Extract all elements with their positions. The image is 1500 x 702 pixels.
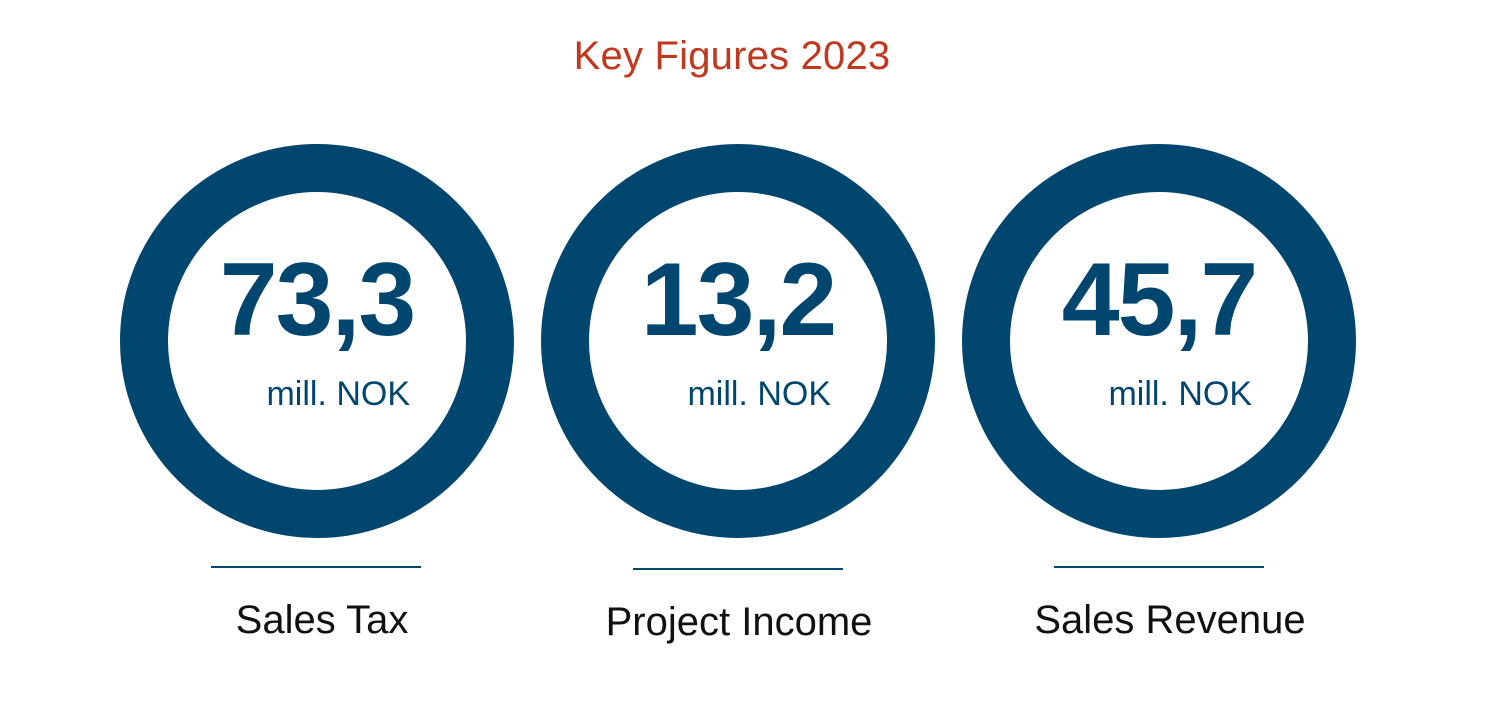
kpi-sales-tax: 73,3 mill. NOK: [120, 144, 514, 538]
divider-line: [211, 566, 421, 568]
divider-line: [1054, 566, 1264, 568]
kpi-label: Project Income: [605, 600, 873, 644]
kpi-unit: mill. NOK: [1108, 375, 1252, 413]
kpi-value: 45,7: [1061, 242, 1258, 358]
kpi-sales-revenue: 45,7 mill. NOK: [962, 144, 1356, 538]
page-title: Key Figures 2023: [573, 34, 891, 78]
kpi-value: 73,3: [219, 242, 416, 358]
divider-line: [633, 568, 843, 570]
kpi-label: Sales Tax: [235, 598, 409, 642]
kpi-label: Sales Revenue: [1034, 598, 1306, 642]
kpi-value: 13,2: [640, 242, 837, 358]
kpi-project-income: 13,2 mill. NOK: [541, 144, 935, 538]
kpi-unit: mill. NOK: [687, 375, 831, 413]
kpi-unit: mill. NOK: [266, 375, 410, 413]
